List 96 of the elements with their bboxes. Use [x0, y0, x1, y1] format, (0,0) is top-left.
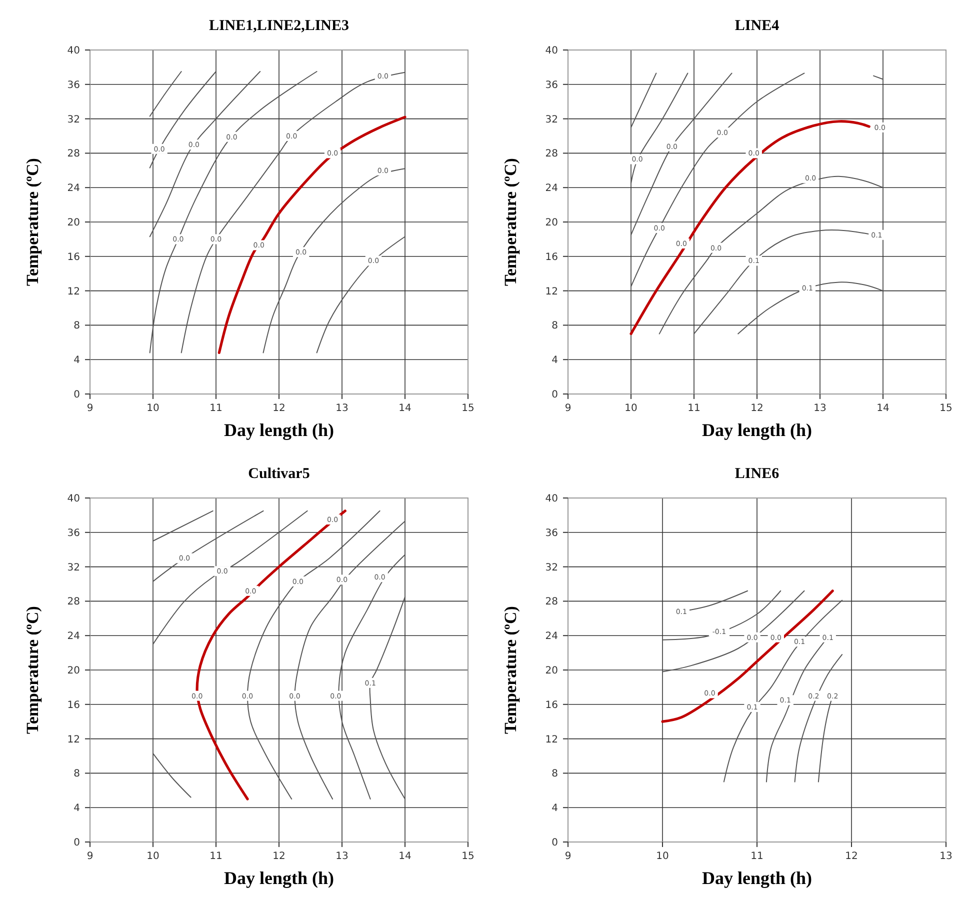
line-series: [629, 72, 688, 184]
y-tick-label: 28: [545, 148, 558, 160]
y-tick-label: 12: [67, 734, 80, 746]
x-tick-label: 10: [624, 403, 638, 414]
y-tick-label: 4: [552, 803, 558, 814]
y-tick-label: 20: [545, 218, 558, 228]
x-axis-title: Day length (h): [702, 420, 812, 440]
y-tick-label: 24: [67, 631, 80, 642]
y-tick-label: 40: [545, 46, 558, 56]
y-tick-label: 12: [545, 734, 558, 746]
y-tick-label: 28: [545, 596, 558, 608]
y-tick-label: 16: [67, 700, 80, 711]
x-tick-label: 14: [876, 403, 890, 414]
y-tick-label: 36: [545, 528, 558, 539]
y-tick-label: 28: [67, 148, 80, 160]
y-tick-label: 40: [67, 46, 80, 56]
x-tick-label: 10: [146, 851, 160, 862]
x-axis-title: Day length (h): [224, 868, 334, 888]
x-tick-label: 9: [564, 851, 572, 862]
y-tick-label: 24: [545, 183, 558, 194]
y-tick-label: 8: [552, 768, 558, 780]
y-axis-title: Temperature (ºC): [501, 158, 520, 286]
x-tick-label: 12: [845, 851, 858, 862]
y-tick-label: 32: [545, 562, 558, 574]
y-tick-label: 32: [67, 562, 80, 574]
y-tick-label: 8: [552, 320, 558, 332]
y-tick-label: 24: [67, 183, 80, 194]
line-series: [662, 590, 805, 672]
y-tick-label: 12: [545, 286, 558, 298]
chart-title: LINE1,LINE2,LINE3: [208, 18, 350, 34]
y-tick-label: 16: [67, 252, 80, 263]
y-tick-label: 16: [545, 252, 558, 263]
chart-title: LINE6: [734, 466, 780, 482]
y-tick-label: 0: [552, 838, 558, 848]
y-tick-label: 0: [74, 838, 80, 848]
x-tick-label: 12: [750, 403, 764, 414]
y-tick-label: 0: [552, 390, 558, 400]
x-tick-label: 10: [656, 851, 669, 862]
x-tick-label: 13: [940, 851, 952, 862]
x-tick-label: 9: [564, 403, 572, 414]
y-tick-label: 32: [545, 114, 558, 126]
x-tick-label: 13: [336, 851, 348, 862]
line-series: [316, 236, 406, 354]
y-tick-label: 12: [67, 286, 80, 298]
y-tick-label: 36: [67, 528, 80, 539]
y-tick-label: 4: [552, 355, 558, 366]
line-series: [662, 590, 782, 640]
line-series: [149, 71, 216, 168]
x-tick-label: 9: [86, 403, 94, 414]
line-series: [262, 168, 406, 354]
y-tick-label: 28: [67, 596, 80, 608]
x-axis-title: Day length (h): [702, 868, 812, 888]
y-tick-label: 0: [74, 390, 80, 400]
y-tick-label: 40: [67, 494, 80, 504]
x-tick-label: 11: [750, 851, 764, 862]
x-tick-label: 12: [272, 851, 286, 862]
x-tick-label: 15: [462, 403, 474, 414]
y-tick-label: 40: [545, 494, 558, 504]
line-series: [149, 71, 261, 238]
line-series: [149, 71, 318, 354]
line-series: [794, 654, 843, 782]
line-series: [630, 120, 870, 336]
y-tick-label: 16: [545, 700, 558, 711]
x-axis-title: Day length (h): [224, 420, 334, 440]
x-tick-label: 13: [814, 403, 826, 414]
y-axis-title: Temperature (ºC): [23, 606, 42, 734]
y-tick-label: 4: [74, 355, 80, 366]
y-tick-label: 20: [67, 218, 80, 228]
x-tick-label: 10: [146, 403, 160, 414]
y-tick-label: 8: [74, 320, 80, 332]
x-tick-label: 12: [272, 403, 286, 414]
y-tick-label: 36: [545, 80, 558, 91]
y-tick-label: 20: [67, 666, 80, 676]
chart-title: Cultivar5: [248, 466, 310, 482]
x-tick-label: 13: [336, 403, 348, 414]
y-tick-label: 36: [67, 80, 80, 91]
y-axis-title: Temperature (ºC): [23, 158, 42, 286]
x-tick-label: 15: [940, 403, 952, 414]
chart-title: LINE4: [734, 18, 780, 34]
x-tick-label: 14: [398, 403, 412, 414]
x-tick-label: 15: [462, 851, 474, 862]
line-series: [738, 282, 884, 334]
y-tick-label: 24: [545, 631, 558, 642]
x-tick-label: 9: [86, 851, 94, 862]
y-tick-label: 20: [545, 666, 558, 676]
x-tick-label: 11: [210, 403, 222, 414]
line-series: [630, 72, 805, 287]
y-tick-label: 8: [74, 768, 80, 780]
x-tick-label: 11: [688, 403, 700, 414]
line-series: [630, 72, 732, 236]
y-tick-label: 4: [74, 803, 80, 814]
x-tick-label: 14: [398, 851, 412, 862]
line-series: [152, 510, 308, 645]
y-axis-title: Temperature (ºC): [501, 606, 520, 734]
y-tick-label: 32: [67, 114, 80, 126]
x-tick-label: 11: [210, 851, 222, 862]
